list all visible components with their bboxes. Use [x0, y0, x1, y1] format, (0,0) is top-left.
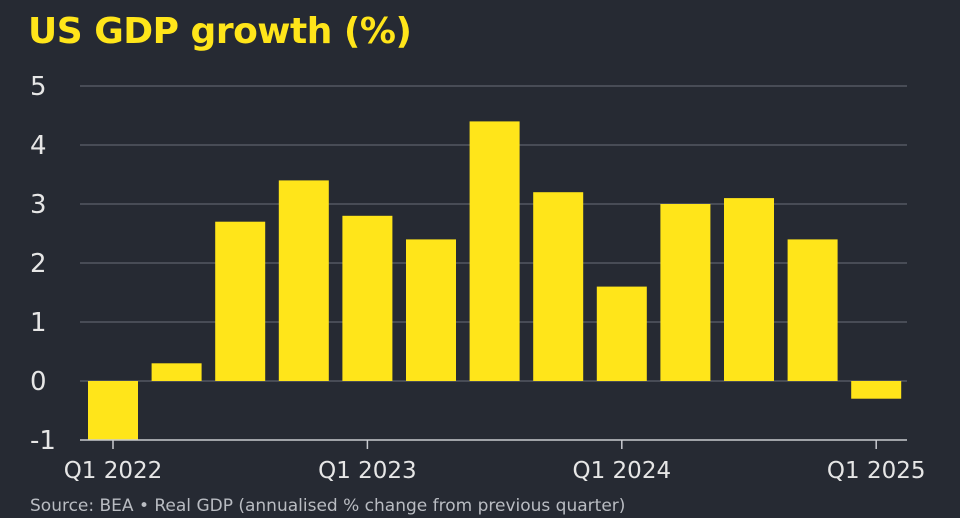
- bar: [151, 363, 202, 381]
- x-tick-label: Q1 2024: [573, 458, 672, 484]
- y-tick-label: 0: [30, 367, 47, 397]
- bar: [215, 221, 266, 381]
- y-tick-label: 5: [30, 72, 47, 102]
- y-tick-label: 1: [30, 308, 47, 338]
- x-tick-label: Q1 2023: [318, 458, 417, 484]
- x-tick-label: Q1 2022: [64, 458, 163, 484]
- y-tick-label: 2: [30, 249, 47, 279]
- y-tick-label: 3: [30, 190, 47, 220]
- y-tick-label: 4: [30, 131, 47, 161]
- bar: [724, 198, 774, 381]
- x-tick-label: Q1 2025: [827, 458, 926, 484]
- bar: [342, 215, 393, 381]
- x-axis-tick-labels: Q1 2022 Q1 2023 Q1 2024 Q1 2025: [64, 458, 926, 484]
- bar: [88, 381, 138, 440]
- source-note: Source: BEA • Real GDP (annualised % cha…: [30, 496, 626, 516]
- bar: [787, 239, 838, 381]
- bar: [533, 192, 584, 381]
- y-axis-tick-labels: 5 4 3 2 1 0 -1: [30, 72, 56, 456]
- bar: [469, 121, 520, 382]
- bars: [88, 121, 902, 440]
- bar: [660, 204, 711, 381]
- chart-title: US GDP growth (%): [28, 11, 412, 52]
- bar: [278, 180, 329, 381]
- bar: [406, 239, 456, 381]
- y-tick-label: -1: [30, 426, 56, 456]
- x-axis: [80, 439, 907, 449]
- bar: [596, 286, 647, 381]
- bar: [851, 381, 902, 399]
